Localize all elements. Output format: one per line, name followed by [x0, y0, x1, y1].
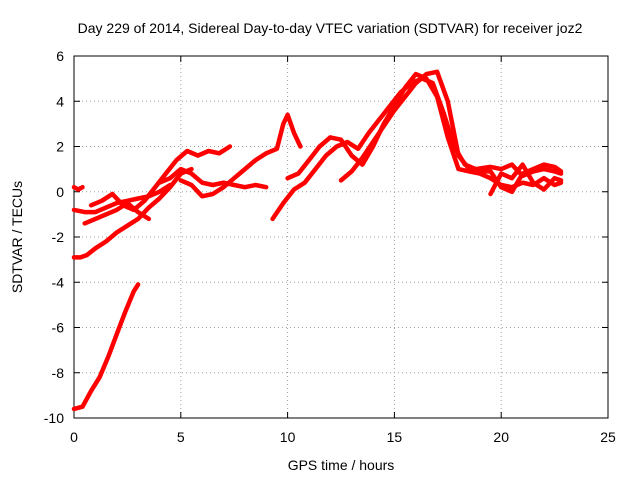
series-track-mid-b — [178, 112, 303, 199]
y-tick-label: -6 — [52, 320, 65, 336]
x-tick-label: 25 — [600, 429, 616, 445]
x-tick-label: 20 — [493, 429, 509, 445]
series-track-low-start — [71, 282, 141, 412]
y-tick-label: 6 — [56, 48, 64, 64]
x-tick-label: 5 — [177, 429, 185, 445]
series-track-rise-b — [285, 71, 564, 190]
x-axis-label: GPS time / hours — [288, 457, 395, 473]
series-track-zero-short — [71, 184, 85, 192]
y-tick-label: -10 — [44, 410, 64, 426]
y-tick-label: 4 — [56, 93, 64, 109]
x-tick-label: 15 — [387, 429, 403, 445]
grid — [74, 56, 608, 418]
axis-ticks: 0 5 10 15 20 25 -10 -8 -6 -4 -2 0 2 4 6 — [44, 48, 616, 445]
y-axis-label: SDTVAR / TECUs — [9, 181, 25, 293]
y-tick-label: 0 — [56, 184, 64, 200]
x-tick-label: 10 — [280, 429, 296, 445]
y-tick-label: -8 — [52, 365, 65, 381]
series-group — [71, 69, 564, 412]
chart-title: Day 229 of 2014, Sidereal Day-to-day VTE… — [78, 20, 583, 36]
series-track-late-b — [488, 162, 564, 197]
series-track-wiggle-a — [82, 200, 152, 226]
series-track-mid-a — [157, 166, 269, 190]
y-tick-label: -4 — [52, 274, 65, 290]
y-tick-label: -2 — [52, 229, 65, 245]
x-tick-label: 0 — [70, 429, 78, 445]
y-tick-label: 2 — [56, 139, 64, 155]
